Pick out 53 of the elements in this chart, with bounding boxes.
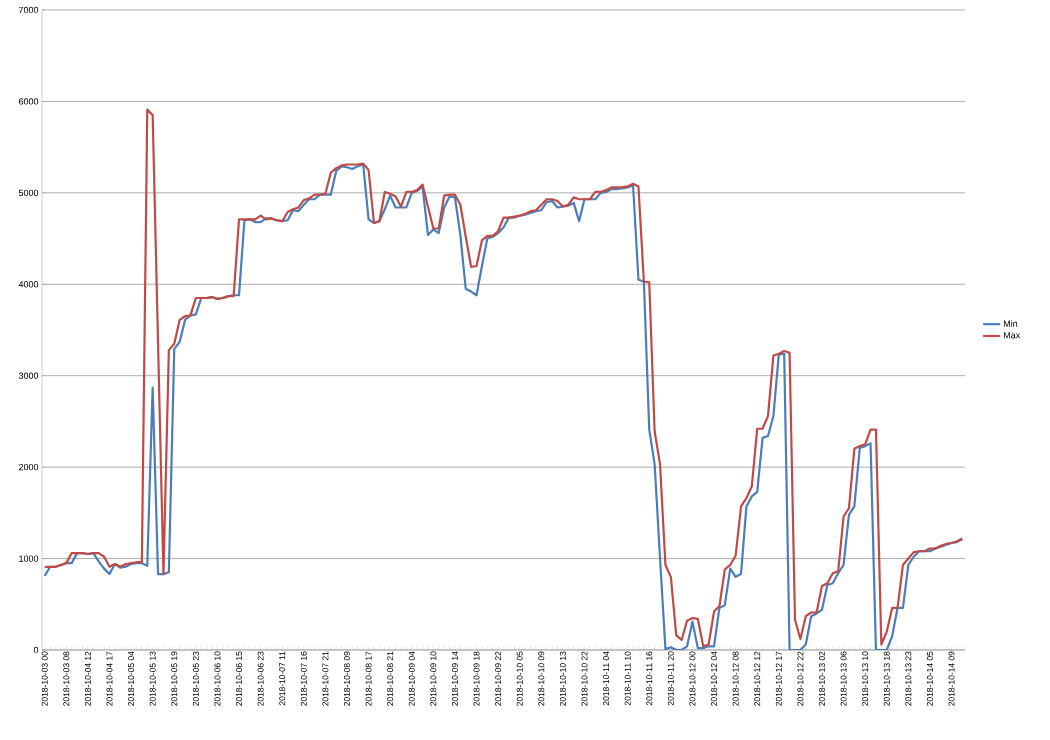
y-tick-label: 4000 xyxy=(18,281,39,288)
x-tick-label: 2018-10-05 04 xyxy=(128,651,135,706)
x-tick-label: 2018-10-07 21 xyxy=(322,651,329,706)
x-tick-label: 2018-10-06 15 xyxy=(236,651,243,706)
x-tick-label: 2018-10-11 04 xyxy=(603,651,610,706)
x-tick-label: 2018-10-13 10 xyxy=(862,651,869,706)
x-tick-label: 2018-10-11 10 xyxy=(624,651,631,706)
x-tick-label: 2018-10-08 09 xyxy=(343,651,350,706)
y-tick-label: 7000 xyxy=(18,6,39,14)
x-tick-label: 2018-10-12 17 xyxy=(775,651,782,706)
x-tick-label: 2018-10-10 09 xyxy=(538,651,545,706)
x-tick-label: 2018-10-12 12 xyxy=(754,651,761,706)
x-tick-label: 2018-10-07 16 xyxy=(300,651,307,706)
x-tick-label: 2018-10-08 21 xyxy=(387,651,394,706)
y-tick-label: 6000 xyxy=(18,98,39,105)
x-tick-label: 2018-10-09 18 xyxy=(473,651,480,706)
x-tick-label: 2018-10-13 18 xyxy=(883,651,890,706)
x-tick-label: 2018-10-12 08 xyxy=(732,651,739,706)
y-tick-label: 5000 xyxy=(18,189,39,197)
x-tick-label: 2018-10-09 22 xyxy=(495,651,502,706)
x-tick-label: 2018-10-11 16 xyxy=(646,651,653,706)
x-tick-label: 2018-10-09 14 xyxy=(451,651,458,706)
x-tick-label: 2018-10-12 22 xyxy=(797,651,804,706)
legend-label: Min xyxy=(1003,320,1018,327)
x-tick-label: 2018-10-03 08 xyxy=(63,651,70,706)
x-tick-label: 2018-10-09 04 xyxy=(408,651,415,706)
y-tick-label: 3000 xyxy=(18,372,39,379)
y-tick-label: 1000 xyxy=(19,555,39,562)
x-tick-label: 2018-10-09 10 xyxy=(430,651,437,706)
x-tick-label: 2018-10-05 19 xyxy=(171,651,178,706)
x-tick-label: 2018-10-06 23 xyxy=(257,651,264,706)
x-tick-label: 2018-10-08 17 xyxy=(365,651,372,706)
x-tick-label: 2018-10-12 00 xyxy=(689,651,696,706)
x-tick-label: 2018-10-14 09 xyxy=(948,651,955,706)
x-tick-label: 2018-10-13 06 xyxy=(840,651,847,706)
x-tick-label: 2018-10-04 12 xyxy=(84,651,91,706)
x-tick-label: 2018-10-10 22 xyxy=(581,651,588,706)
x-tick-label: 2018-10-04 17 xyxy=(106,651,113,706)
x-tick-label: 2018-10-13 02 xyxy=(818,651,825,706)
x-tick-label: 2018-10-12 04 xyxy=(711,651,718,706)
x-tick-label: 2018-10-07 11 xyxy=(279,651,286,706)
x-tick-label: 2018-10-10 13 xyxy=(559,651,566,706)
x-tick-label: 2018-10-03 00 xyxy=(41,651,48,706)
x-tick-label: 2018-10-11 20 xyxy=(667,651,674,706)
x-tick-label: 2018-10-05 23 xyxy=(192,651,199,706)
x-tick-label: 2018-10-13 23 xyxy=(905,651,912,706)
x-tick-label: 2018-10-10 05 xyxy=(516,651,523,706)
x-tick-label: 2018-10-06 10 xyxy=(214,651,221,706)
x-tick-label: 2018-10-14 05 xyxy=(926,651,933,706)
y-tick-label: 2000 xyxy=(18,463,39,471)
y-tick-label: 0 xyxy=(33,646,39,654)
x-tick-label: 2018-10-05 13 xyxy=(149,651,156,706)
legend-label: Max xyxy=(1003,332,1021,339)
